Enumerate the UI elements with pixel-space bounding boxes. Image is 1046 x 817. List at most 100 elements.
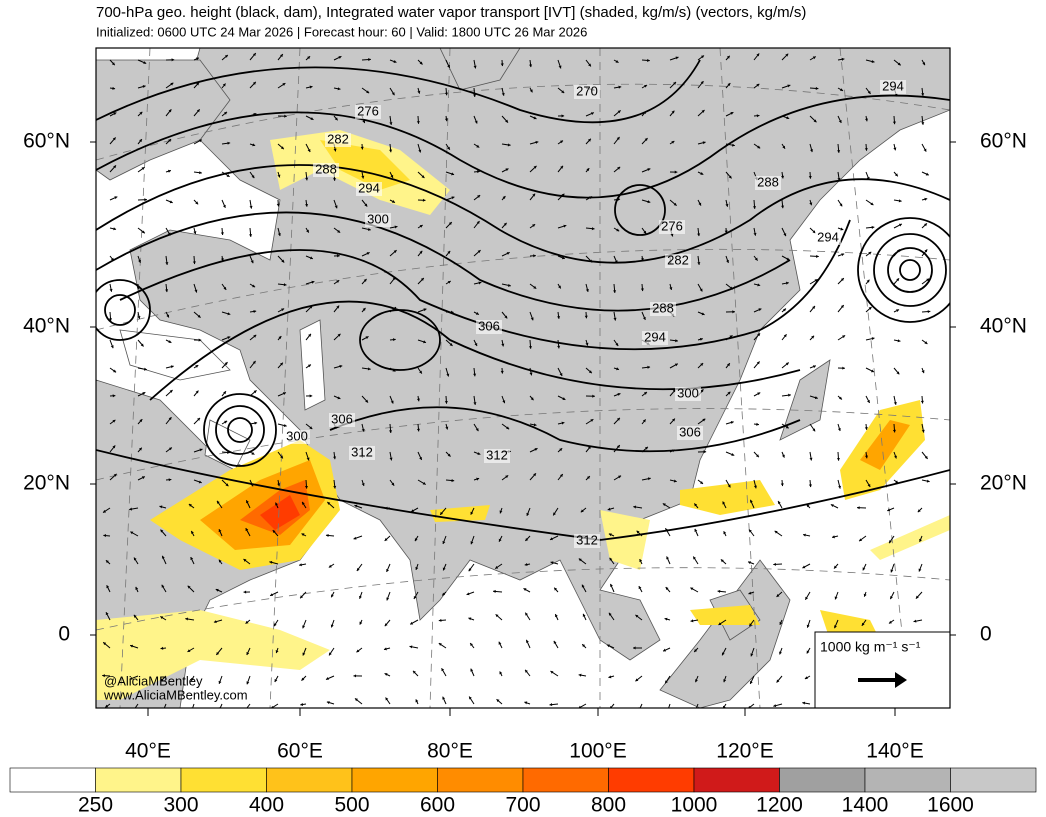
vector-head bbox=[308, 333, 311, 337]
vector-head bbox=[326, 701, 330, 705]
vector-head bbox=[362, 307, 366, 311]
vector-head bbox=[702, 141, 706, 145]
colorbar-label: 300 bbox=[163, 794, 198, 817]
vector-head bbox=[250, 483, 254, 487]
vector-head bbox=[644, 84, 648, 88]
vector-head bbox=[339, 364, 343, 368]
vector-head bbox=[720, 559, 724, 563]
vector-head bbox=[617, 110, 621, 114]
vector-head bbox=[871, 59, 875, 63]
vector-head bbox=[701, 55, 704, 59]
vector-head bbox=[493, 589, 496, 593]
vector-head bbox=[757, 392, 761, 396]
vector-head bbox=[502, 196, 506, 199]
vector-head bbox=[870, 202, 874, 206]
vector-head bbox=[838, 396, 842, 400]
vector-head bbox=[411, 509, 415, 512]
vector-head bbox=[412, 670, 416, 674]
vector-head bbox=[444, 92, 448, 96]
vector-head bbox=[113, 227, 117, 231]
lat-label: 20°N bbox=[980, 472, 1027, 495]
vector-head bbox=[701, 312, 705, 316]
vector-head bbox=[473, 402, 477, 405]
vector-head bbox=[525, 669, 528, 673]
vector-head bbox=[644, 138, 648, 142]
vector-head bbox=[647, 58, 650, 62]
vector-head bbox=[366, 90, 370, 94]
vector-head bbox=[283, 424, 287, 428]
vector-head bbox=[557, 316, 561, 319]
vector-head bbox=[781, 175, 785, 179]
vector-head bbox=[530, 317, 534, 321]
vector-head bbox=[773, 704, 777, 708]
vector-head bbox=[777, 501, 781, 505]
vector-head bbox=[139, 111, 143, 115]
vector-head bbox=[671, 141, 675, 144]
vector-head bbox=[419, 370, 422, 374]
vector-head bbox=[253, 113, 257, 116]
vector-head bbox=[448, 222, 452, 225]
vector-head bbox=[927, 310, 931, 314]
vector-head bbox=[168, 417, 172, 421]
vector-head bbox=[732, 310, 735, 314]
vector-head bbox=[503, 222, 507, 226]
vector-head bbox=[270, 593, 274, 597]
vector-head bbox=[606, 644, 610, 648]
contour-label: 294 bbox=[644, 329, 666, 344]
vector-head bbox=[477, 195, 481, 198]
vector-head bbox=[110, 257, 114, 261]
vector-head bbox=[674, 363, 678, 367]
credit: www.AliciaMBentley.com bbox=[103, 687, 248, 702]
vector-head bbox=[442, 567, 446, 571]
vector-head bbox=[364, 203, 368, 207]
colorbar-segment bbox=[9, 767, 96, 793]
vector-head bbox=[114, 196, 118, 200]
vector-head bbox=[643, 392, 647, 395]
vector-head bbox=[442, 592, 446, 596]
vector-head bbox=[589, 196, 593, 200]
vector-head bbox=[841, 253, 845, 257]
vector-head bbox=[301, 677, 305, 681]
vector-head bbox=[368, 57, 371, 62]
vector-head bbox=[337, 396, 341, 400]
vector-head bbox=[243, 590, 247, 594]
vector-head bbox=[727, 83, 731, 87]
vector-head bbox=[786, 116, 790, 120]
vector-head bbox=[413, 595, 417, 599]
vector-head bbox=[561, 421, 565, 425]
vector-head bbox=[665, 680, 668, 684]
vector-head bbox=[554, 614, 558, 618]
vector-head bbox=[384, 537, 388, 541]
vector-head bbox=[803, 533, 806, 537]
vector-head bbox=[923, 148, 927, 152]
vector-head bbox=[863, 593, 867, 597]
reference-arrow-head bbox=[895, 672, 907, 688]
vector-head bbox=[325, 677, 329, 680]
contour-label-bg bbox=[325, 133, 351, 147]
vector-head bbox=[615, 59, 619, 63]
vector-head bbox=[137, 316, 141, 319]
vector-head bbox=[730, 421, 734, 424]
vector-head bbox=[607, 507, 611, 511]
vector-head bbox=[786, 257, 790, 261]
contour-label: 294 bbox=[358, 180, 380, 195]
vector-head bbox=[354, 504, 358, 508]
vector-head bbox=[864, 455, 869, 459]
vector-head bbox=[282, 83, 286, 86]
vector-head bbox=[756, 53, 760, 57]
vector-head bbox=[616, 228, 620, 232]
map-area: 276 282 288 294 300 306 306 300 312 312 312 270 276 2… bbox=[96, 48, 950, 708]
vector-head bbox=[505, 168, 509, 172]
vector-head bbox=[498, 641, 502, 645]
vector-head bbox=[446, 373, 450, 377]
lat-label: 0 bbox=[58, 623, 70, 646]
vector-head bbox=[280, 146, 284, 150]
vector-head bbox=[700, 481, 704, 484]
vector-head bbox=[220, 232, 224, 235]
vector-head bbox=[526, 639, 529, 643]
contour-label-bg bbox=[484, 449, 510, 463]
vector-head bbox=[280, 455, 283, 459]
vector-head bbox=[218, 559, 222, 563]
vector-head bbox=[862, 567, 866, 571]
vector-head bbox=[500, 370, 504, 374]
